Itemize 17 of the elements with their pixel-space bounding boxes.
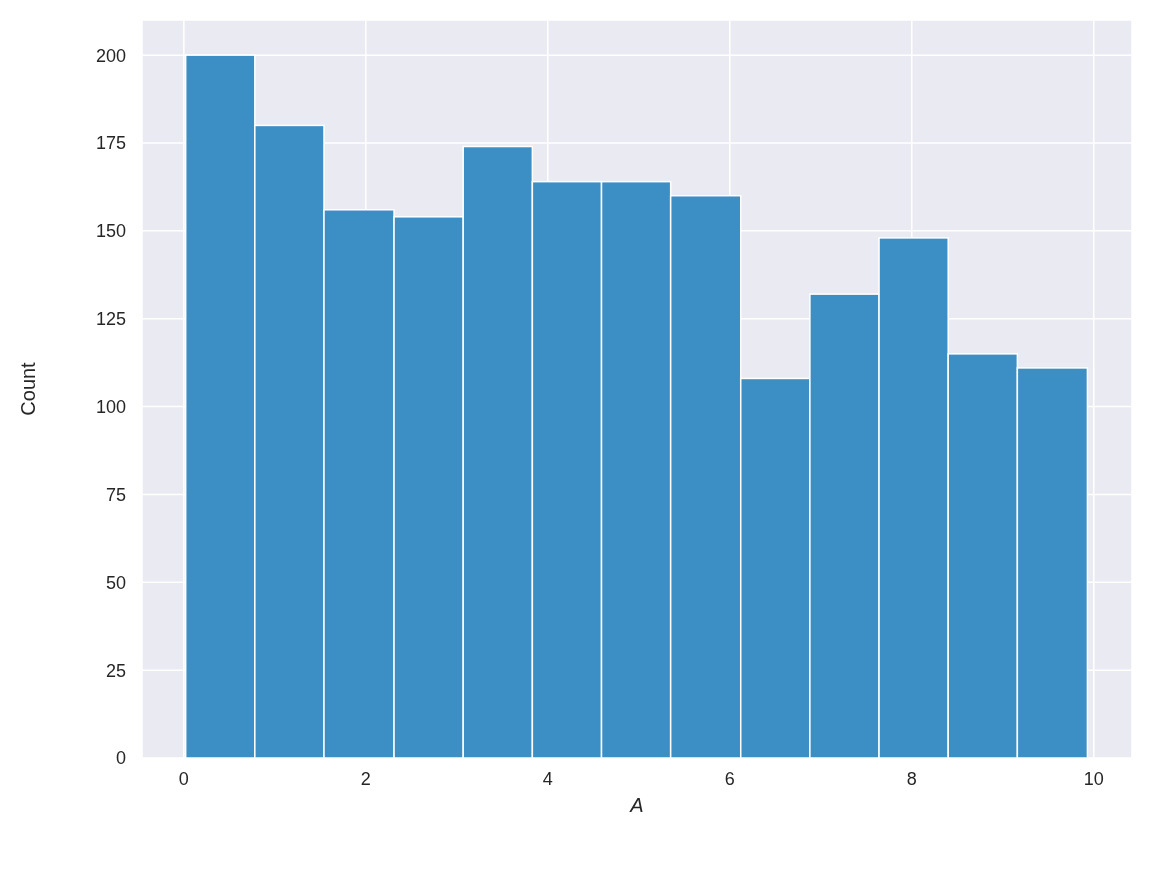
y-axis-title: Count: [17, 361, 40, 416]
y-tick-label: 50: [105, 572, 126, 593]
x-tick-label: 8: [906, 768, 917, 789]
y-tick-label: 175: [95, 133, 126, 154]
y-tick-label: 100: [95, 396, 126, 417]
x-tick-label: 0: [178, 768, 189, 789]
x-tick-label: 2: [360, 768, 371, 789]
y-tick-label: 25: [105, 660, 126, 681]
y-tick-label: 200: [95, 45, 126, 66]
y-tick-label: 0: [115, 748, 126, 769]
x-tick-label: 4: [542, 768, 553, 789]
x-tick-label: 6: [724, 768, 735, 789]
x-axis-title: A: [629, 794, 644, 817]
y-tick-label: 75: [105, 484, 126, 505]
y-tick-label: 125: [95, 309, 126, 330]
y-tick-label: 150: [95, 221, 126, 242]
x-tick-label: 10: [1083, 768, 1104, 789]
